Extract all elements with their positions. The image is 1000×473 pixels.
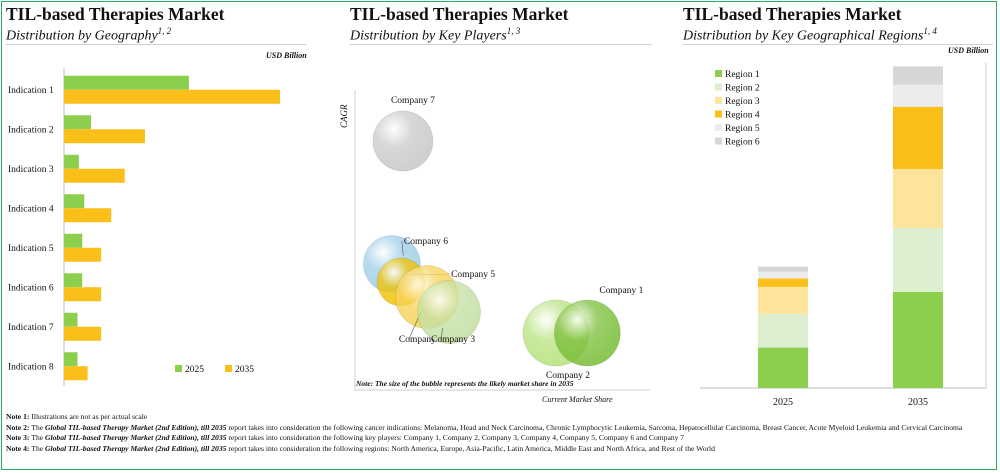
geography-bar-2025 bbox=[64, 273, 83, 288]
players-bubble-chart: Current Market Share CAGR Note: The size o… bbox=[339, 90, 650, 404]
regions-legend-label: Region 5 bbox=[725, 124, 760, 134]
geography-bar-2025 bbox=[64, 312, 78, 327]
regions-legend-swatch bbox=[715, 83, 722, 91]
regions-legend-swatch bbox=[715, 97, 722, 104]
regions-legend-swatch bbox=[715, 137, 722, 145]
regions-bar-region-1 bbox=[893, 292, 943, 388]
geography-category-label: Indication 7 bbox=[8, 323, 54, 333]
footnote: Note 2: The Global TIL-based Therapy Mar… bbox=[6, 422, 963, 432]
regions-legend-label: Region 3 bbox=[725, 97, 760, 107]
bubble-label: Company 4 bbox=[399, 335, 443, 345]
geography-legend-label: 2035 bbox=[235, 365, 254, 375]
geography-bar-2035 bbox=[64, 287, 102, 302]
geography-category-label: Indication 3 bbox=[8, 165, 54, 175]
geography-bar-2035 bbox=[64, 89, 280, 104]
geography-bar-2025 bbox=[64, 75, 189, 90]
geography-bar-2035 bbox=[64, 326, 102, 341]
geography-bar-2025 bbox=[64, 194, 85, 209]
geography-category-label: Indication 1 bbox=[8, 86, 54, 96]
regions-bar-region-6 bbox=[758, 266, 808, 272]
bubble-leader-line bbox=[440, 327, 444, 340]
regions-legend-label: Region 6 bbox=[725, 138, 760, 148]
bubble-label: Company 1 bbox=[599, 286, 643, 296]
regions-legend-swatch bbox=[715, 124, 722, 131]
geography-rule bbox=[6, 44, 306, 45]
footnote: Note 1: Illustrations are not as per act… bbox=[6, 412, 148, 421]
geography-category-label: Indication 2 bbox=[8, 125, 54, 135]
geography-unit: USD Billion bbox=[266, 51, 307, 60]
regions-bar-region-3 bbox=[893, 169, 943, 228]
regions-unit: USD Billion bbox=[948, 46, 989, 55]
geography-subtitle: Distribution by Geography1, 2 bbox=[6, 26, 172, 44]
geography-legend-swatch bbox=[225, 365, 232, 372]
footnote: Note 3: The Global TIL-based Therapy Mar… bbox=[6, 433, 685, 443]
bubble-label: Company 2 bbox=[546, 371, 590, 381]
regions-title: TIL-based Therapies Market bbox=[683, 4, 902, 24]
regions-bar-region-4 bbox=[758, 278, 808, 287]
players-subtitle: Distribution by Key Players1, 3 bbox=[350, 26, 521, 44]
geography-bar-2025 bbox=[64, 233, 83, 248]
bubble-company-3 bbox=[417, 280, 482, 344]
regions-legend-label: Region 1 bbox=[725, 70, 760, 80]
footnotes: Note 1: Illustrations are not as per act… bbox=[6, 412, 994, 454]
bubble-company-1 bbox=[553, 299, 621, 367]
players-y-axis-label: CAGR bbox=[339, 104, 349, 128]
geography-bar-2035 bbox=[64, 247, 102, 262]
bubble-label: Company 6 bbox=[404, 237, 448, 247]
regions-bar-region-4 bbox=[893, 106, 943, 170]
bubble-label: Company 3 bbox=[431, 335, 475, 345]
regions-category-label: 2035 bbox=[908, 397, 928, 408]
bubble-company-7 bbox=[372, 110, 434, 172]
regions-category-label: 2025 bbox=[773, 397, 793, 408]
regions-legend-label: Region 2 bbox=[725, 84, 760, 94]
regions-legend-swatch bbox=[715, 110, 722, 118]
geography-title: TIL-based Therapies Market bbox=[6, 4, 225, 24]
regions-bar-region-5 bbox=[758, 271, 808, 279]
players-note: Note: The size of the bubble represents … bbox=[355, 379, 574, 388]
players-title: TIL-based Therapies Market bbox=[350, 4, 569, 24]
geography-bar-2025 bbox=[64, 154, 79, 169]
geography-bar-2025 bbox=[64, 115, 91, 130]
regions-subtitle: Distribution by Key Geographical Regions… bbox=[683, 26, 937, 44]
geography-category-label: Indication 5 bbox=[8, 244, 54, 254]
regions-rule bbox=[683, 44, 993, 45]
bubble-leader-line bbox=[401, 240, 404, 256]
geography-bar-2035 bbox=[64, 168, 125, 183]
geography-category-label: Indication 6 bbox=[8, 283, 54, 293]
geography-bar-2025 bbox=[64, 352, 78, 367]
players-x-axis-label: Current Market Share bbox=[542, 395, 613, 404]
bubble-label: Company 7 bbox=[391, 96, 435, 106]
regions-bar-region-2 bbox=[893, 228, 943, 292]
geography-bar-2035 bbox=[64, 129, 145, 144]
players-rule bbox=[350, 44, 652, 45]
geography-category-label: Indication 4 bbox=[8, 204, 54, 214]
regions-bar-region-5 bbox=[893, 84, 943, 107]
regions-legend-swatch bbox=[715, 70, 722, 77]
footnote: Note 4: The Global TIL-based Therapy Mar… bbox=[6, 443, 715, 453]
geography-bar-2035 bbox=[64, 208, 112, 223]
regions-legend-label: Region 4 bbox=[725, 111, 760, 121]
regions-bar-region-1 bbox=[758, 347, 808, 388]
geography-bar-chart: Indication 1 Indication 2 Indication 3 Indi… bbox=[8, 68, 280, 386]
geography-category-label: Indication 8 bbox=[8, 362, 54, 372]
geography-legend-label: 2025 bbox=[185, 365, 204, 375]
bubble-label: Company 5 bbox=[451, 270, 495, 280]
geography-legend-swatch bbox=[175, 365, 182, 372]
regions-bar-region-3 bbox=[758, 286, 808, 314]
regions-stacked-bar-chart: 2025 2035 Region 1 Region 2 Region 3 Region 4… bbox=[700, 63, 987, 408]
geography-bar-2035 bbox=[64, 366, 88, 381]
regions-bar-region-2 bbox=[758, 313, 808, 348]
regions-bar-region-6 bbox=[893, 66, 943, 85]
